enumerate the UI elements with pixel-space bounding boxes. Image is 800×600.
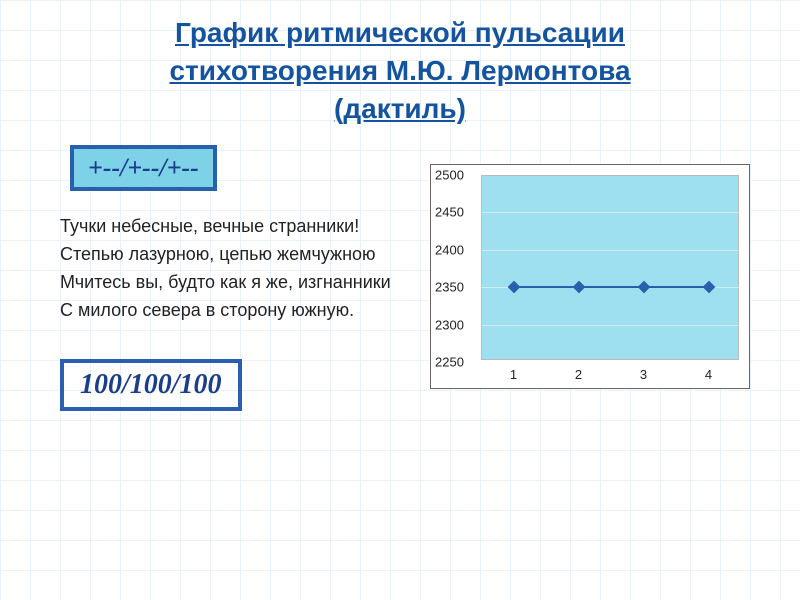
chart-ytick: 2400 bbox=[435, 242, 464, 257]
title-line2: стихотворения М.Ю. Лермонтова bbox=[169, 55, 630, 86]
chart-ytick: 2300 bbox=[435, 317, 464, 332]
rhythm-pattern-box: +--/+--/+-- bbox=[70, 145, 217, 191]
chart-gridline bbox=[481, 325, 739, 326]
chart-ytick: 2450 bbox=[435, 205, 464, 220]
chart-gridline bbox=[481, 250, 739, 251]
page-title: График ритмической пульсации стихотворен… bbox=[0, 0, 800, 127]
chart-series-line bbox=[514, 286, 709, 288]
chart-ytick: 2500 bbox=[435, 168, 464, 183]
chart-gridline bbox=[481, 212, 739, 213]
chart-xtick: 3 bbox=[640, 367, 647, 382]
title-line1: График ритмической пульсации bbox=[175, 17, 625, 48]
pulsation-chart: 2250 2300 2350 2400 2450 2500 1 2 3 4 bbox=[430, 164, 750, 389]
rhythm-pattern-text: +--/+--/+-- bbox=[88, 153, 199, 182]
chart-xtick: 1 bbox=[510, 367, 517, 382]
rhythm-code-box: 100/100/100 bbox=[60, 359, 242, 411]
chart-plot-area bbox=[481, 175, 739, 360]
rhythm-code-text: 100/100/100 bbox=[80, 369, 222, 400]
chart-xtick: 4 bbox=[705, 367, 712, 382]
chart-ytick: 2350 bbox=[435, 280, 464, 295]
chart-ytick: 2250 bbox=[435, 355, 464, 370]
chart-xtick: 2 bbox=[575, 367, 582, 382]
title-line3: (дактиль) bbox=[334, 93, 466, 124]
